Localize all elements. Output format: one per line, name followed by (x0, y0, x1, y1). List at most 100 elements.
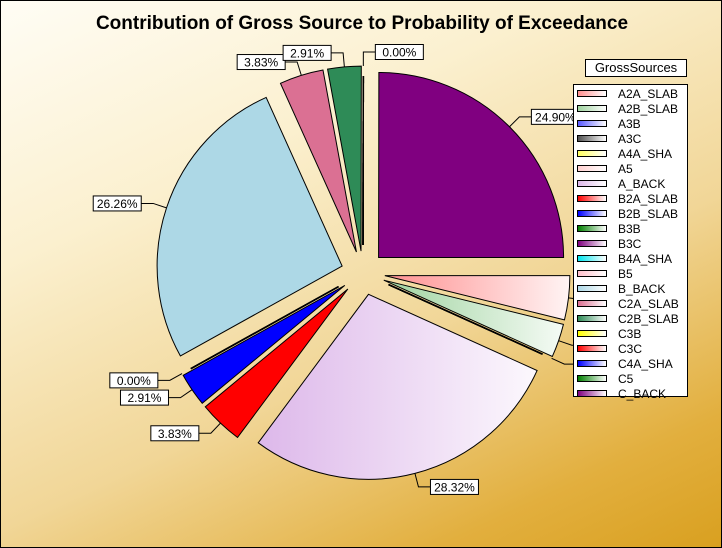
legend-item: C3B (574, 327, 687, 342)
label-leader-slice-a-back (414, 473, 431, 488)
legend-item: C3C (574, 342, 687, 357)
data-label-slice-b-back: 26.26% (97, 197, 138, 211)
label-box-slice-b3b (109, 372, 159, 389)
legend-swatch (577, 270, 607, 277)
legend-swatch (577, 360, 607, 367)
data-label-slice-c-back: 24.90% (535, 110, 576, 124)
legend-label: B_BACK (618, 282, 666, 296)
legend-item: B3C (574, 237, 687, 252)
legend-swatch (577, 255, 607, 262)
legend-item: A3C (574, 132, 687, 147)
legend-item: A4A_SHA (574, 147, 687, 162)
label-leader-slice-b2a-slab (198, 422, 221, 434)
legend-swatch (577, 345, 607, 352)
legend-title: GrossSources (585, 59, 687, 77)
legend-swatch (577, 330, 607, 337)
slice-a2a-slab (384, 275, 571, 321)
label-leader-slice-b3b (157, 373, 183, 381)
legend-swatch (577, 105, 607, 112)
label-leader-slice-c2b-slab (331, 52, 345, 67)
legend-swatch (577, 210, 607, 217)
slice-c-back (378, 71, 565, 258)
legend-item: B4A_SHA (574, 252, 687, 267)
data-label-slice-a-back: 28.32% (434, 480, 475, 494)
data-label-slice-c2b-slab: 2.91% (290, 46, 324, 60)
label-box-slice-c2a-slab (236, 54, 286, 71)
label-box-slice-c2b-slab (282, 44, 332, 61)
legend-label: B3C (618, 237, 642, 251)
legend-item: B2B_SLAB (574, 207, 687, 222)
legend-item: A5 (574, 162, 687, 177)
data-label-slice-c3b: 0.00% (382, 46, 416, 60)
legend-label: B3B (618, 222, 641, 236)
legend-swatch (577, 90, 607, 97)
legend-swatch (577, 135, 607, 142)
legend-label: C4A_SHA (618, 357, 673, 371)
legend-item: B3B (574, 222, 687, 237)
slice-c2a-slab (279, 69, 357, 253)
legend-label: C3B (618, 327, 642, 341)
legend-swatch (577, 225, 607, 232)
data-label-slice-b2b-slab: 2.91% (127, 391, 161, 405)
label-leader-slice-b2b-slab (168, 389, 193, 399)
legend-swatch (577, 375, 607, 382)
legend-swatch (577, 240, 607, 247)
legend-swatch (577, 195, 607, 202)
legend-swatch (577, 315, 607, 322)
legend-label: A2A_SLAB (618, 87, 679, 101)
legend-item: B5 (574, 267, 687, 282)
label-box-slice-b2b-slab (119, 389, 169, 406)
slice-a2b-slab (383, 279, 565, 358)
data-label-slice-b3b: 0.00% (117, 374, 151, 388)
legend-item: A3B (574, 117, 687, 132)
legend-item: A2B_SLAB (574, 102, 687, 117)
label-box-slice-b2a-slab (150, 425, 200, 442)
legend-item: A2A_SLAB (574, 87, 687, 102)
legend-item: C_BACK (574, 387, 687, 402)
legend-swatch (577, 390, 607, 397)
legend-item: A_BACK (574, 177, 687, 192)
legend-label: A4A_SHA (618, 147, 673, 161)
legend-item: C2A_SLAB (574, 297, 687, 312)
legend-swatch (577, 285, 607, 292)
label-box-slice-b-back (92, 195, 142, 212)
legend-item: C4A_SHA (574, 357, 687, 372)
legend-label: A3C (618, 132, 642, 146)
legend-label: B5 (618, 267, 633, 281)
legend: A2A_SLAB A2B_SLAB A3B A3C A4A_SHA A5 A_BACK B2A… (573, 84, 688, 401)
legend-label: C2A_SLAB (618, 297, 679, 311)
legend-label: A2B_SLAB (618, 102, 679, 116)
label-box-slice-c3b (374, 44, 424, 61)
legend-swatch (577, 300, 607, 307)
data-label-slice-c2a-slab: 3.83% (244, 56, 278, 70)
legend-swatch (577, 165, 607, 172)
legend-label: A5 (618, 162, 633, 176)
legend-label: A_BACK (618, 177, 666, 191)
legend-label: C5 (618, 372, 634, 386)
label-leader-slice-c3b (362, 51, 376, 67)
label-leader-slice-c-back (509, 116, 532, 128)
chart-title: Contribution of Gross Source to Probabil… (95, 13, 629, 34)
legend-swatch (577, 180, 607, 187)
label-leader-slice-c2a-slab (285, 61, 302, 76)
legend-label: C3C (618, 342, 643, 356)
legend-label: B4A_SHA (618, 252, 673, 266)
slice-a-back (257, 293, 538, 480)
slice-a5 (388, 283, 543, 355)
legend-item: C5 (574, 372, 687, 387)
legend-swatch (577, 150, 607, 157)
label-leader-slice-b-back (141, 202, 167, 209)
legend-label: B2A_SLAB (618, 192, 679, 206)
label-leader-slice-a3b (551, 357, 577, 365)
data-label-slice-b2a-slab: 3.83% (158, 427, 192, 441)
legend-label: C2B_SLAB (618, 312, 679, 326)
legend-item: B_BACK (574, 282, 687, 297)
legend-item: B2A_SLAB (574, 192, 687, 207)
legend-label: C_BACK (618, 387, 667, 401)
slice-b5 (190, 285, 339, 370)
label-box-slice-a-back (429, 478, 479, 495)
legend-label: A3B (618, 117, 641, 131)
legend-item: C2B_SLAB (574, 312, 687, 327)
legend-label: B2B_SLAB (618, 207, 679, 221)
